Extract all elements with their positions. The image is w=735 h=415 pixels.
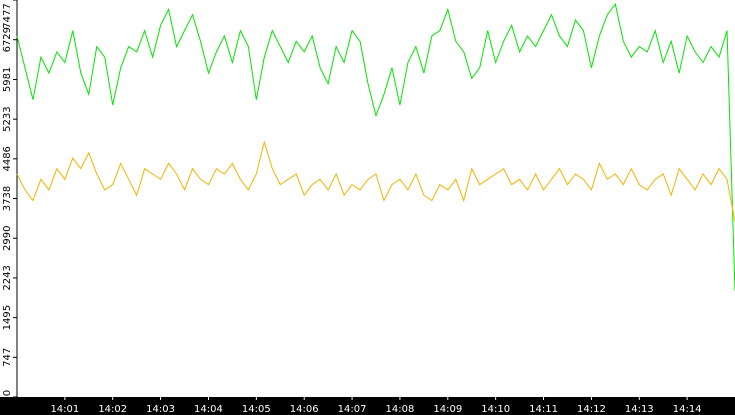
y-tick-label: 2990	[2, 226, 13, 251]
x-tick-label: 14:01	[50, 404, 79, 415]
series-line	[16, 2, 735, 291]
x-tick-label: 14:04	[194, 404, 223, 415]
x-tick-label: 14:06	[290, 404, 319, 415]
x-tick-label: 14:10	[481, 404, 510, 415]
x-axis-bar	[0, 397, 735, 415]
x-tick-label: 14:03	[146, 404, 175, 415]
x-tick-label: 14:11	[529, 404, 558, 415]
y-tick-label: 2243	[2, 265, 13, 290]
x-tick-label: 14:05	[242, 404, 271, 415]
x-tick-label: 14:12	[577, 404, 606, 415]
x-tick-label: 14:02	[98, 404, 127, 415]
y-tick-label: 5981	[2, 67, 13, 92]
y-tick-label: 6729	[2, 27, 13, 52]
x-tick-label: 14:13	[625, 404, 654, 415]
y-tick-label: 0	[2, 390, 13, 396]
y-tick-label: 747	[2, 348, 13, 367]
y-tick-label: 7477	[2, 3, 13, 28]
y-tick-label: 3738	[2, 186, 13, 211]
y-tick-label: 1495	[2, 305, 13, 330]
x-tick-label: 14:07	[338, 404, 367, 415]
y-tick-label: 5233	[2, 106, 13, 131]
series-line	[16, 140, 735, 222]
y-tick-label: 4486	[2, 146, 13, 171]
x-tick-label: 14:09	[433, 404, 462, 415]
x-tick-label: 14:08	[386, 404, 415, 415]
x-tick-label: 14:14	[673, 404, 702, 415]
